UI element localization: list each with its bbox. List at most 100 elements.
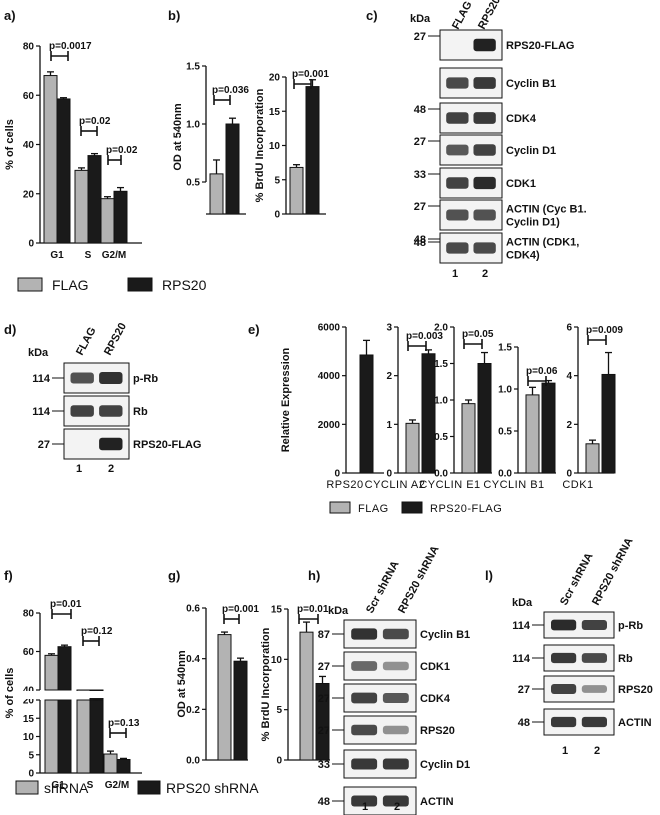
c-band xyxy=(446,209,469,221)
i-lane-number: 2 xyxy=(594,745,600,757)
e1-y-tick-label: 4000 xyxy=(318,371,341,382)
c-row-label: CDK1 xyxy=(506,178,536,190)
d-lane-header: FLAG xyxy=(74,325,99,357)
a-bar xyxy=(87,155,102,244)
a-ylabel: % of cells xyxy=(4,119,16,170)
d-kda-marker: 114 xyxy=(32,373,51,385)
c-kda-marker: 33 xyxy=(414,169,426,181)
i-band xyxy=(581,685,607,693)
legend-ac: FLAG RPS20 xyxy=(17,277,207,293)
a-y-tick-label: 0 xyxy=(28,239,34,250)
d-band xyxy=(99,371,123,385)
f-y-upper-tick-label: 80 xyxy=(23,609,35,620)
h-lane-number: 2 xyxy=(394,801,400,813)
f-bar-lower xyxy=(57,699,72,774)
h-band xyxy=(382,661,409,671)
a-x-label: G2/M xyxy=(102,250,126,261)
b1-bar xyxy=(225,123,240,215)
e2-y-tick-label: 1 xyxy=(386,420,392,431)
a-bar xyxy=(56,98,71,244)
c-kda-marker: 48 xyxy=(414,104,426,116)
e1-ylabel: Relative Expression xyxy=(280,347,292,452)
b1-ylabel: OD at 540nm xyxy=(172,103,184,170)
a-bar xyxy=(100,198,115,244)
f-y-upper-tick-label: 60 xyxy=(23,647,35,658)
h-lane-number: 1 xyxy=(362,801,368,813)
g1-y-tick-label: 0.6 xyxy=(186,604,200,615)
h-kda-marker: 33 xyxy=(318,759,330,771)
f-bar-lower xyxy=(44,699,59,774)
h-band xyxy=(382,628,409,640)
a-bar xyxy=(113,190,128,244)
a-bar xyxy=(74,169,89,244)
g1-pval-label: p=0.001 xyxy=(222,604,259,615)
h-kda-marker: 27 xyxy=(318,693,330,705)
h-band xyxy=(351,628,378,640)
i-kda-marker: 114 xyxy=(512,620,531,632)
c-band xyxy=(473,112,496,124)
legend-f-swatch-treated xyxy=(137,780,161,795)
i-lane-header: RPS20 shRNA xyxy=(590,536,636,608)
h-kda-marker: 48 xyxy=(318,796,330,808)
h-band xyxy=(351,795,378,807)
h-row-label: CDK1 xyxy=(420,661,450,673)
e1-y-tick-label: 6000 xyxy=(318,323,341,334)
a-pval-g1-label: p=0.0017 xyxy=(49,41,92,52)
d-row-label: Rb xyxy=(133,406,148,418)
e4-y-tick-label: 1.0 xyxy=(498,385,512,396)
e2-bar xyxy=(421,353,436,474)
g1-y-tick-label: 0.0 xyxy=(186,756,200,767)
i-kda-marker: 114 xyxy=(512,653,531,665)
e4-bar xyxy=(525,394,540,474)
b1-y-tick-label: 0.5 xyxy=(186,178,200,189)
i-row-label: ACTIN xyxy=(618,717,652,729)
g2-y-tick-label: 10 xyxy=(271,655,283,666)
f-y-lower-tick-label: 20 xyxy=(23,696,35,707)
e4-x-label: CYCLIN B1 xyxy=(483,479,544,491)
a-y-tick-label: 20 xyxy=(23,189,35,200)
b2-y-tick-label: 20 xyxy=(269,73,281,84)
f-bar xyxy=(103,753,118,774)
i-band xyxy=(551,652,577,664)
chart-b: 0.5 1.0 1.5 OD at 540nm p=0.036 0 5 10 15 20% Brd… xyxy=(172,62,329,221)
f-pval-s-label: p=0.12 xyxy=(81,626,113,637)
h-band xyxy=(382,725,409,735)
g1-y-tick-label: 0.4 xyxy=(186,654,200,665)
e2-y-tick-label: 0 xyxy=(386,469,392,480)
legend-f-swatch-control xyxy=(15,780,39,795)
blot-c: kDa FLAG RPS20 27 RPS20-FLAG Cyclin B1 48 CDK4 2… xyxy=(410,0,587,280)
c-row-label: Cyclin B1 xyxy=(506,78,556,90)
d-kda-marker: 27 xyxy=(38,439,50,451)
i-lane-number: 1 xyxy=(562,745,568,757)
e4-y-tick-label: 0.5 xyxy=(498,427,512,438)
f-bar-upper xyxy=(57,646,72,691)
c-band xyxy=(473,209,496,221)
d-lane-number: 1 xyxy=(76,463,82,475)
i-kda-marker: 48 xyxy=(518,717,530,729)
c-lane-number: 1 xyxy=(452,268,458,280)
f-bar-upper xyxy=(44,654,59,691)
d-band xyxy=(99,437,123,451)
i-band xyxy=(581,619,607,631)
e4-bar xyxy=(541,382,556,474)
panel-letter-h: h) xyxy=(308,568,320,583)
i-row-label: Rb xyxy=(618,653,633,665)
h-band xyxy=(351,661,378,671)
d-row-label: p-Rb xyxy=(133,373,158,385)
e3-bar xyxy=(461,403,476,474)
g2-pval-label: p=0.01 xyxy=(297,604,329,615)
e3-y-tick-label: 0.0 xyxy=(434,469,448,480)
panel-letter-c: c) xyxy=(366,8,378,23)
e2-x-label: CYCLIN A2 xyxy=(365,479,426,491)
h-kda-marker: 27 xyxy=(318,725,330,737)
d-band xyxy=(70,405,94,417)
f-x-label: S xyxy=(87,780,94,791)
a-x-label: S xyxy=(85,250,92,261)
d-row-label: RPS20-FLAG xyxy=(133,439,201,451)
c-band xyxy=(473,38,496,52)
c-band xyxy=(446,242,469,254)
c-kda-marker: 27 xyxy=(414,136,426,148)
e5-x-label: CDK1 xyxy=(562,479,593,491)
